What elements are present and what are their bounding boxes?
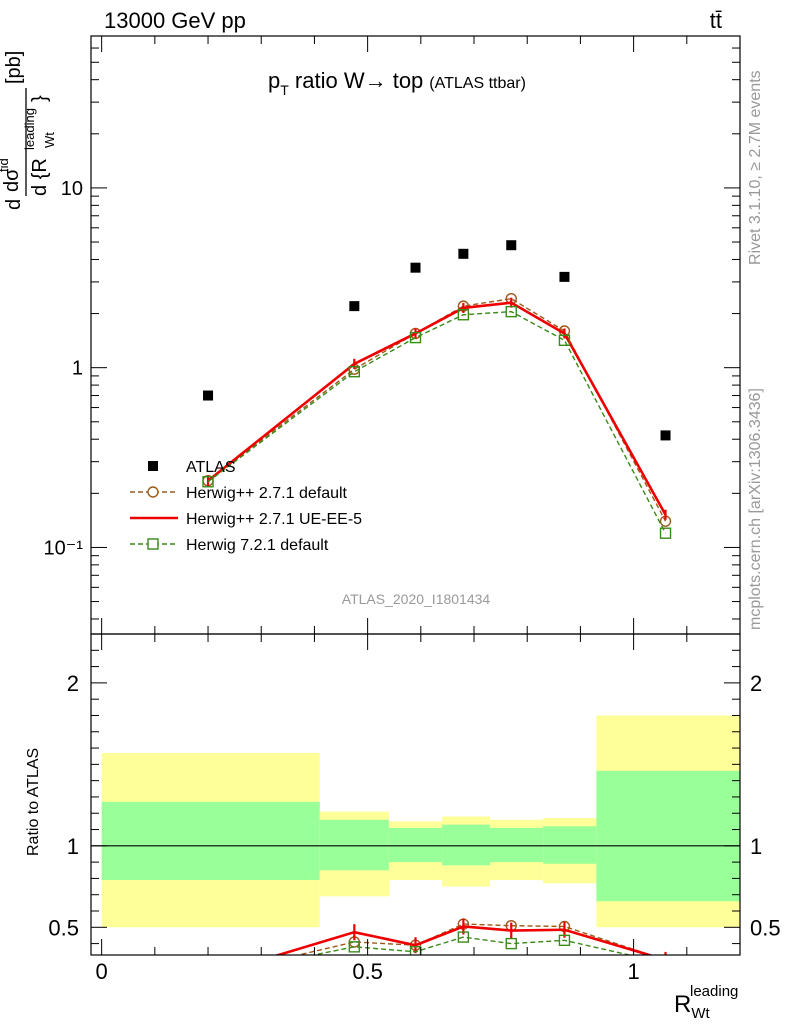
- uncertainty-band-inner: [543, 826, 597, 864]
- ratio-panel: 0.5 0.5 1 1 2 2 0 0.5 1 Ratio to ATLAS RWt leadi…: [25, 633, 781, 1022]
- x-label-main: R: [674, 991, 691, 1018]
- data-point: [458, 248, 469, 259]
- ratio-point: [203, 971, 213, 981]
- mc-point: [659, 527, 672, 539]
- ratio-y-tick-label-right: 0.5: [750, 915, 781, 940]
- legend-label: ATLAS: [186, 459, 236, 476]
- series-0: [203, 240, 671, 441]
- ratio-y-tick-label: 0.5: [48, 915, 79, 940]
- ratio-line: [295, 923, 653, 955]
- data-point: [506, 240, 517, 251]
- series-line: [207, 310, 667, 534]
- ratio-y-tick-label-right: 1: [750, 834, 762, 859]
- uncertainty-band-inner: [489, 827, 544, 863]
- title-subscript: T: [280, 82, 289, 98]
- mcplots-label: mcplots.cern.ch [arXiv:1306.3436]: [747, 388, 764, 630]
- mc-point: [409, 331, 422, 344]
- x-tick-label: 0.5: [352, 959, 383, 984]
- analysis-watermark: ATLAS_2020_I1801434: [342, 591, 491, 607]
- legend: ATLAS Herwig++ 2.7.1 default Herwig++ 2.7.…: [130, 459, 362, 554]
- svg-text:d: d: [3, 199, 25, 210]
- data-point: [660, 430, 671, 441]
- svg-text:[pb]: [pb]: [3, 51, 25, 84]
- ratio-line: [310, 936, 633, 955]
- ratio-y-tick-label-right: 2: [750, 671, 762, 696]
- svg-text:Wt: Wt: [42, 132, 57, 148]
- ratio-series-2: [203, 931, 671, 981]
- y-tick-label: 1: [72, 358, 83, 380]
- mc-point: [457, 309, 470, 321]
- ratio-point: [558, 934, 571, 947]
- ratio-series-0: [203, 918, 669, 981]
- data-point: [410, 262, 421, 273]
- ratio-point: [505, 937, 517, 950]
- ratio-point: [348, 941, 361, 953]
- mc-point: [202, 476, 214, 488]
- uncertainty-band-inner: [596, 770, 740, 902]
- legend-marker: [148, 461, 158, 471]
- ratio-y-tick-label: 1: [67, 834, 79, 859]
- main-y-axis-label: d dσ fid d {R Wt leading } [pb]: [0, 51, 57, 210]
- ratio-frame: [90, 633, 741, 956]
- ratio-line: [273, 925, 654, 955]
- x-axis-label: RWt: [674, 991, 711, 1022]
- mc-point: [348, 365, 361, 378]
- y-tick-label: 10⁻¹: [44, 537, 84, 559]
- main-panel: 10⁻¹ 1 10 pT ratio W→ top (ATLAS ttbar) d d…: [0, 35, 741, 635]
- ratio-y-tick-label: 2: [67, 671, 79, 696]
- ratio-y-axis-label: Ratio to ATLAS: [25, 748, 42, 856]
- svg-text:dσ: dσ: [1, 168, 23, 192]
- ratio-point: [661, 958, 671, 968]
- x-label-sup: leading: [690, 983, 738, 1000]
- svg-text:fid: fid: [0, 158, 11, 172]
- uncertainty-band-inner: [319, 819, 389, 871]
- title-main: p: [268, 68, 280, 93]
- ratio-point: [203, 971, 213, 981]
- title-small: (ATLAS ttbar): [429, 75, 526, 92]
- svg-text:leading: leading: [22, 108, 37, 150]
- x-label-sub: Wt: [691, 1005, 710, 1022]
- ratio-point: [457, 931, 470, 943]
- ratio-point: [662, 954, 669, 955]
- uncertainty-band-inner: [101, 801, 320, 881]
- y-tick-label: 10: [61, 178, 83, 200]
- ratio-series-1: [273, 918, 667, 955]
- mc-point: [558, 334, 571, 347]
- series-3: [202, 305, 672, 539]
- x-tick-label: 1: [627, 959, 639, 984]
- legend-label: Herwig++ 2.7.1 default: [186, 485, 348, 502]
- data-point: [203, 390, 214, 401]
- mc-point: [505, 305, 517, 318]
- uncertainty-band-inner: [442, 824, 490, 866]
- uncertainty-band-inner: [388, 827, 443, 863]
- x-tick-label: 0: [96, 959, 108, 984]
- title-rest: ratio W→ top: [289, 68, 423, 93]
- legend-marker: [147, 486, 159, 498]
- plot-title: pT ratio W→ top (ATLAS ttbar): [268, 68, 526, 98]
- svg-text:d {R: d {R: [29, 158, 51, 196]
- legend-label: Herwig 7.2.1 default: [186, 537, 329, 554]
- data-point: [349, 301, 360, 312]
- energy-label: 13000 GeV pp: [104, 8, 246, 33]
- process-label: tt̄: [710, 8, 722, 33]
- data-point: [559, 271, 570, 282]
- legend-label: Herwig++ 2.7.1 UE-EE-5: [186, 511, 362, 528]
- rivet-version-label: Rivet 3.1.10, ≥ 2.7M events: [747, 70, 764, 265]
- legend-marker: [147, 538, 159, 550]
- svg-text:}: }: [29, 95, 51, 102]
- series-line: [207, 301, 667, 516]
